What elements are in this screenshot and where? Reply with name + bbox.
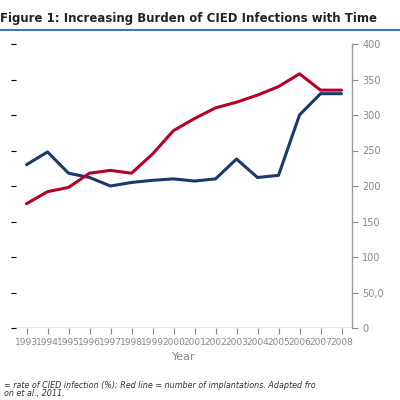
Text: = rate of CIED infection (%); Red line = number of implantations. Adapted fro: = rate of CIED infection (%); Red line =… [4,381,316,390]
Text: Figure 1: Increasing Burden of CIED Infections with Time: Figure 1: Increasing Burden of CIED Infe… [0,12,377,25]
X-axis label: Year: Year [172,352,196,362]
Text: on et al., 2011.´: on et al., 2011.´ [4,389,69,398]
